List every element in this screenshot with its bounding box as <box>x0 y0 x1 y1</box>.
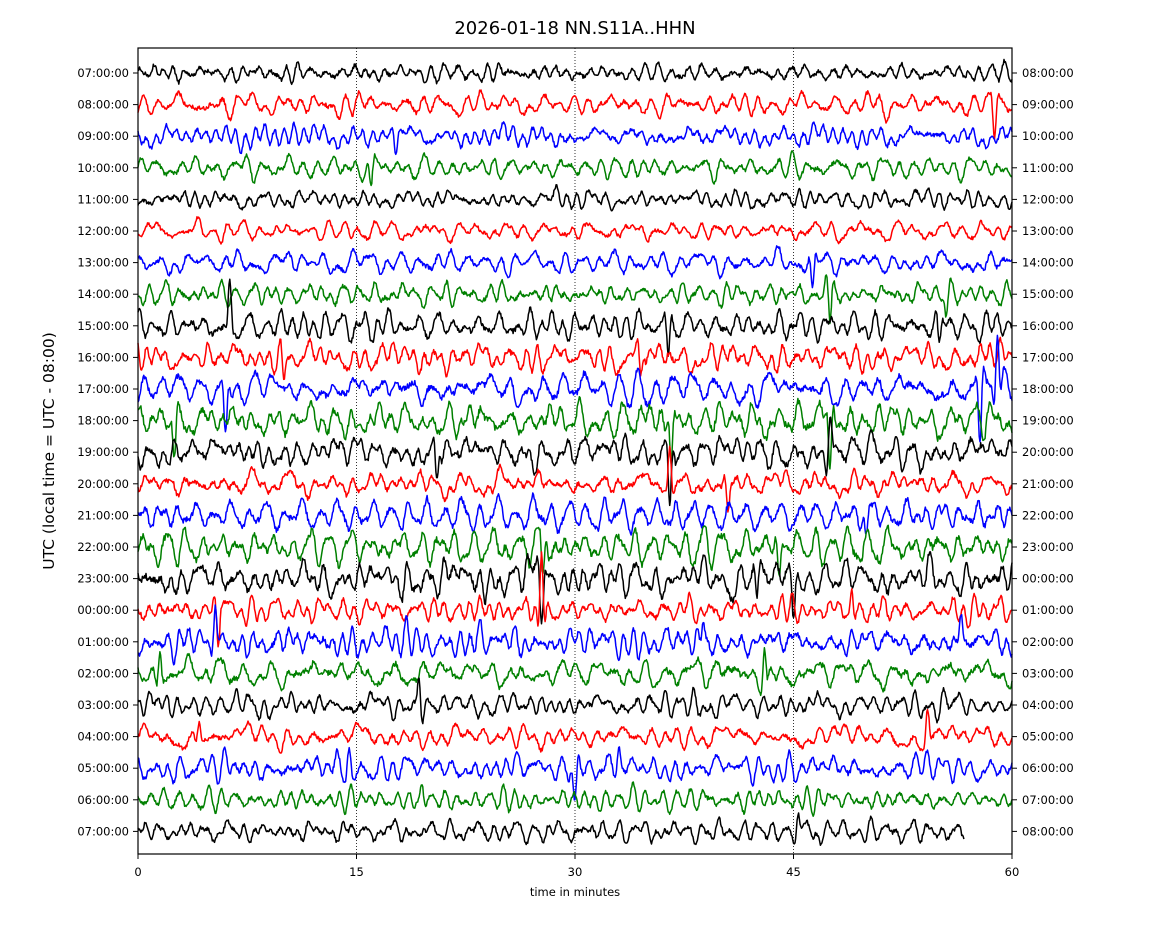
left-tick-label: 08:00:00 <box>77 98 129 112</box>
left-tick-label: 02:00:00 <box>77 666 129 680</box>
left-tick-label: 16:00:00 <box>77 350 129 364</box>
right-tick-label: 08:00:00 <box>1022 824 1074 838</box>
left-tick-label: 19:00:00 <box>77 445 129 459</box>
left-tick-label: 12:00:00 <box>77 224 129 238</box>
trace-line <box>137 781 1013 817</box>
left-tick-label: 03:00:00 <box>77 698 129 712</box>
right-tick-label: 15:00:00 <box>1022 287 1074 301</box>
right-tick-label: 18:00:00 <box>1022 382 1074 396</box>
left-tick-label: 18:00:00 <box>77 414 129 428</box>
right-tick-label: 00:00:00 <box>1022 572 1074 586</box>
trace-line <box>137 336 1013 381</box>
x-tick-label: 30 <box>568 865 583 879</box>
trace-line <box>137 184 1013 212</box>
trace-line <box>137 445 1013 513</box>
right-tick-label: 14:00:00 <box>1022 256 1074 270</box>
left-tick-label: 07:00:00 <box>77 66 129 80</box>
right-tick-label: 10:00:00 <box>1022 129 1074 143</box>
left-tick-label: 14:00:00 <box>77 287 129 301</box>
trace-line <box>137 812 965 847</box>
left-tick-label: 01:00:00 <box>77 635 129 649</box>
right-tick-label: 06:00:00 <box>1022 761 1074 775</box>
right-tick-label: 23:00:00 <box>1022 540 1074 554</box>
y-axis-label: UTC (local time = UTC - 08:00) <box>40 332 58 570</box>
right-tick-label: 22:00:00 <box>1022 508 1074 522</box>
trace-line <box>137 245 1013 289</box>
chart-title: 2026-01-18 NN.S11A..HHN <box>454 18 695 39</box>
left-tick-label: 05:00:00 <box>77 761 129 775</box>
left-tick-label: 00:00:00 <box>77 603 129 617</box>
trace-line <box>137 150 1013 187</box>
trace-line <box>137 121 1013 156</box>
left-tick-label: 10:00:00 <box>77 161 129 175</box>
right-tick-label: 01:00:00 <box>1022 603 1074 617</box>
right-tick-label: 03:00:00 <box>1022 666 1074 680</box>
trace-line <box>137 604 1013 666</box>
trace-line <box>137 395 1013 470</box>
trace-line <box>137 416 1013 507</box>
right-tick-label: 20:00:00 <box>1022 445 1074 459</box>
right-tick-label: 13:00:00 <box>1022 224 1074 238</box>
seismic-traces <box>137 58 1013 847</box>
right-tick-label: 08:00:00 <box>1022 66 1074 80</box>
trace-line <box>137 58 1013 86</box>
trace-line <box>137 89 1013 141</box>
axis-ticks: 07:00:00 08:00:00 09:00:00 10:00:00 11:00:00… <box>77 66 1073 879</box>
trace-line <box>137 274 1013 325</box>
left-tick-label: 11:00:00 <box>77 192 129 206</box>
left-tick-label: 23:00:00 <box>77 572 129 586</box>
left-tick-label: 13:00:00 <box>77 256 129 270</box>
left-tick-label: 17:00:00 <box>77 382 129 396</box>
trace-line <box>137 334 1013 443</box>
trace-line <box>137 551 1013 625</box>
trace-line <box>137 216 1013 245</box>
right-tick-label: 21:00:00 <box>1022 477 1074 491</box>
left-tick-label: 22:00:00 <box>77 540 129 554</box>
right-tick-label: 09:00:00 <box>1022 98 1074 112</box>
right-tick-label: 19:00:00 <box>1022 414 1074 428</box>
left-tick-label: 21:00:00 <box>77 508 129 522</box>
right-tick-label: 17:00:00 <box>1022 350 1074 364</box>
right-tick-label: 05:00:00 <box>1022 730 1074 744</box>
x-tick-label: 60 <box>1005 865 1020 879</box>
x-tick-label: 45 <box>786 865 801 879</box>
left-tick-label: 09:00:00 <box>77 129 129 143</box>
left-tick-label: 06:00:00 <box>77 793 129 807</box>
left-tick-label: 07:00:00 <box>77 824 129 838</box>
right-tick-label: 16:00:00 <box>1022 319 1074 333</box>
trace-line <box>137 551 1013 648</box>
right-tick-label: 11:00:00 <box>1022 161 1074 175</box>
right-tick-label: 02:00:00 <box>1022 635 1074 649</box>
trace-line <box>137 278 1013 357</box>
right-tick-label: 07:00:00 <box>1022 793 1074 807</box>
right-tick-label: 12:00:00 <box>1022 192 1074 206</box>
left-tick-label: 15:00:00 <box>77 319 129 333</box>
left-tick-label: 04:00:00 <box>77 730 129 744</box>
x-tick-label: 0 <box>134 865 141 879</box>
trace-line <box>137 708 1013 754</box>
trace-line <box>137 524 1013 578</box>
trace-line <box>137 677 1013 725</box>
x-tick-label: 15 <box>349 865 364 879</box>
trace-line <box>137 746 1013 801</box>
trace-line <box>137 647 1013 697</box>
x-axis-label: time in minutes <box>530 885 620 899</box>
left-tick-label: 20:00:00 <box>77 477 129 491</box>
right-tick-label: 04:00:00 <box>1022 698 1074 712</box>
